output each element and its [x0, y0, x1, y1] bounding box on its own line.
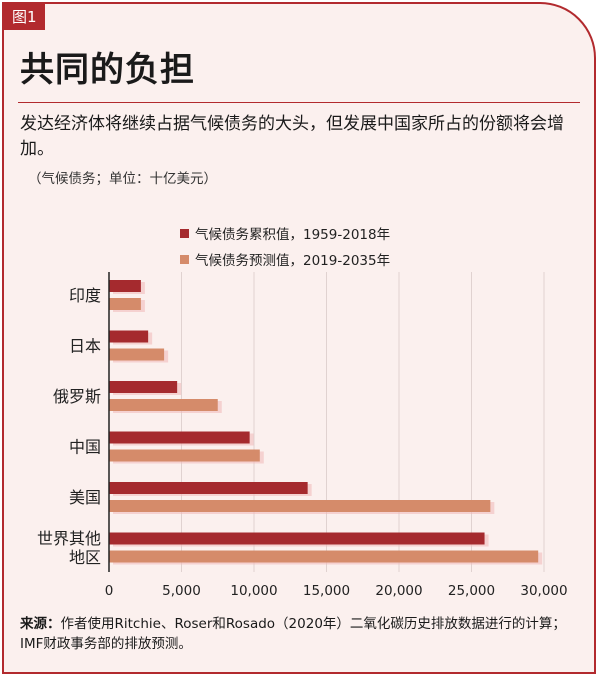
source-note: 来源：作者使用Ritchie、Roser和Rosado（2020年）二氧化碳历史…: [20, 614, 580, 654]
x-tick-label: 0: [105, 583, 114, 599]
chart-title: 共同的负担: [20, 50, 195, 90]
bar-projected: [109, 449, 260, 462]
x-tick-label: 25,000: [448, 583, 495, 599]
x-tick-label: 30,000: [520, 583, 567, 599]
legend-swatch-projected: [180, 254, 189, 264]
bar-projected: [109, 399, 218, 411]
category-label: 俄罗斯: [53, 387, 101, 406]
figure-tag: 图1: [4, 4, 45, 30]
bar-cumulative: [109, 431, 250, 444]
legend-label-projected: 气候债务预测值，2019-2035年: [195, 253, 391, 269]
bar-cumulative: [109, 381, 178, 393]
x-tick-label: 10,000: [230, 583, 277, 599]
x-tick-label: 5,000: [162, 583, 201, 599]
chart-units: （气候债务；单位：十亿美元）: [28, 171, 217, 187]
legend-item-cumulative: 气候债务累积值，1959-2018年: [180, 222, 390, 244]
bar-projected: [109, 298, 141, 310]
category-label: 美国: [69, 488, 101, 507]
bar-cumulative: [109, 330, 149, 343]
category-label: 日本: [69, 337, 101, 356]
title-divider: [18, 102, 580, 103]
bar-cumulative: [109, 532, 485, 545]
source-text: 作者使用Ritchie、Roser和Rosado（2020年）二氧化碳历史排放数…: [20, 616, 566, 652]
x-tick-label: 20,000: [375, 583, 422, 599]
legend-label-cumulative: 气候债务累积值，1959-2018年: [195, 227, 391, 243]
chart-legend: 气候债务累积值，1959-2018年 气候债务预测值，2019-2035年: [180, 222, 390, 274]
x-tick-label: 15,000: [303, 583, 350, 599]
category-label: 中国: [69, 438, 101, 457]
legend-item-projected: 气候债务预测值，2019-2035年: [180, 248, 390, 270]
bar-projected: [109, 550, 539, 563]
legend-swatch-cumulative: [180, 228, 189, 238]
source-label: 来源：: [20, 616, 61, 632]
category-label: 印度: [69, 286, 101, 305]
category-label: 世界其他地区: [37, 529, 101, 567]
bar-cumulative: [109, 280, 141, 292]
bar-cumulative: [109, 482, 308, 494]
chart-subtitle: 发达经济体将继续占据气候债务的大头，但发展中国家所占的份额将会增加。: [20, 114, 564, 159]
bar-projected: [109, 500, 491, 512]
bar-projected: [109, 348, 165, 361]
